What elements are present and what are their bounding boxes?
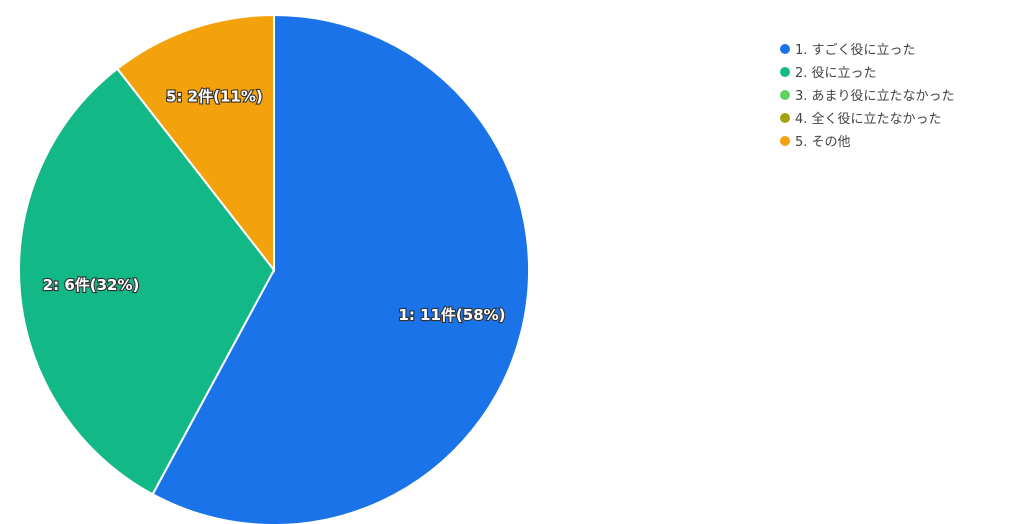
legend-item-5: 5. その他 [780,129,955,152]
legend-label: 4. 全く役に立たなかった [795,112,942,127]
slice-label-1: 1: 11件(58%) [398,306,505,324]
legend-swatch-icon [780,43,790,54]
legend-item-2: 2. 役に立った [780,60,955,83]
legend-swatch-icon [780,66,790,77]
legend-item-1: 1. すごく役に立った [780,37,955,60]
legend-item-3: 3. あまり役に立たなかった [780,83,955,106]
legend-label: 2. 役に立った [795,66,877,81]
legend: 1. すごく役に立った 2. 役に立った 3. あまり役に立たなかった 4. 全く役に… [780,37,955,152]
pie-slice-2 [18,67,276,496]
legend-label: 1. すごく役に立った [795,43,916,58]
legend-swatch-icon [780,112,790,123]
legend-swatch-icon [780,135,790,146]
legend-label: 5. その他 [795,135,851,150]
slice-label-2: 2: 6件(32%) [43,276,140,294]
pie-slice-5 [115,13,275,273]
legend-label: 3. あまり役に立たなかった [795,89,955,104]
slice-label-5: 5: 2件(11%) [166,87,263,105]
legend-item-4: 4. 全く役に立たなかった [780,106,955,129]
legend-swatch-icon [780,89,790,100]
pie-slice-1 [151,13,530,524]
